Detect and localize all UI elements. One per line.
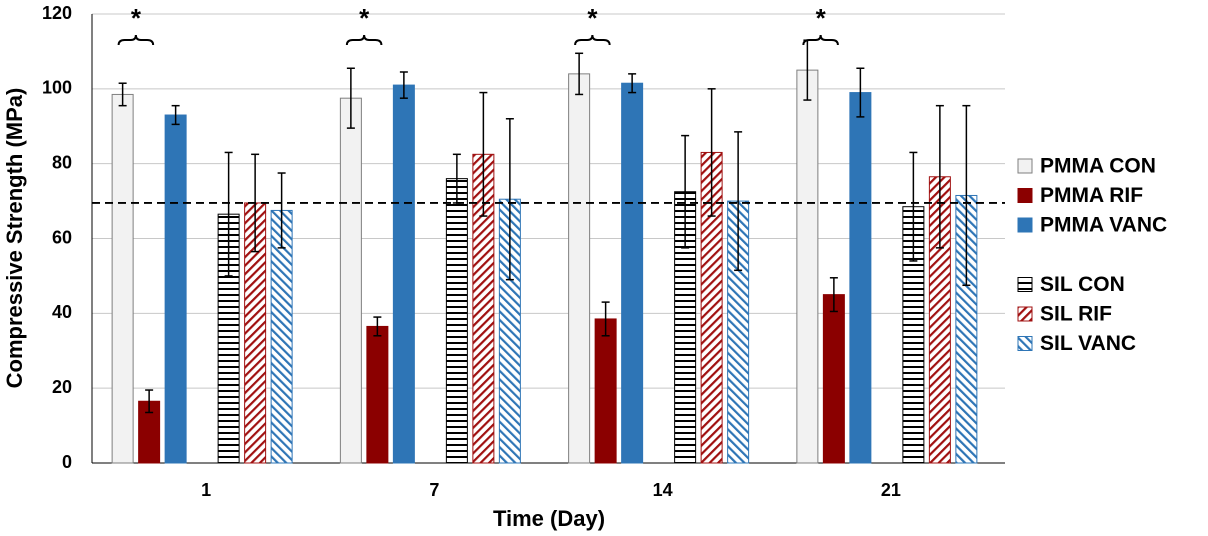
- legend-label: SIL CON: [1040, 273, 1125, 296]
- y-tick-label: 100: [42, 78, 72, 98]
- legend-swatch: [1017, 158, 1033, 174]
- bar: [111, 93, 134, 464]
- bracket: [574, 34, 611, 46]
- error-bar: [479, 91, 488, 217]
- annotation: *: [131, 3, 142, 33]
- error-bar: [277, 172, 286, 249]
- legend-label: PMMA CON: [1040, 155, 1156, 178]
- error-bar: [399, 71, 408, 99]
- legend-label: SIL RIF: [1040, 303, 1112, 326]
- bar: [849, 92, 872, 464]
- bar: [822, 294, 845, 464]
- error-bar: [856, 67, 865, 118]
- legend-swatch: [1017, 306, 1033, 322]
- bracket: [802, 34, 839, 46]
- y-tick-label: 20: [52, 377, 72, 397]
- error-bar: [224, 151, 233, 277]
- x-tick-label: 7: [429, 480, 439, 500]
- x-tick-label: 1: [201, 480, 211, 500]
- y-tick-label: 120: [42, 3, 72, 23]
- error-bar: [171, 104, 180, 126]
- x-tick-label: 21: [881, 480, 901, 500]
- bar: [164, 114, 187, 464]
- legend-swatch: [1017, 336, 1033, 351]
- legend-label: PMMA RIF: [1040, 184, 1143, 207]
- error-bar: [145, 389, 154, 414]
- error-bar: [681, 134, 690, 249]
- x-tick-label: 14: [653, 480, 673, 500]
- y-tick-label: 60: [52, 227, 72, 247]
- x-axis-title: Time (Day): [493, 506, 605, 531]
- annotation: *: [587, 3, 598, 33]
- error-bar: [628, 73, 637, 94]
- legend-swatch: [1017, 217, 1033, 233]
- error-bar: [962, 104, 971, 287]
- error-bar: [829, 277, 838, 313]
- bar: [366, 325, 389, 464]
- error-bar: [118, 82, 127, 107]
- bar: [445, 178, 468, 464]
- y-axis-title: Compressive Strength (MPa): [2, 88, 27, 389]
- bar: [621, 82, 644, 464]
- bar: [594, 318, 617, 464]
- bar: [339, 97, 362, 464]
- y-tick-label: 0: [62, 452, 72, 472]
- error-bar: [346, 67, 355, 129]
- error-bar: [373, 316, 382, 337]
- bracket: [117, 34, 155, 46]
- error-bar: [909, 151, 918, 262]
- bar: [392, 84, 415, 464]
- y-tick-label: 80: [52, 152, 72, 172]
- error-bar: [575, 52, 584, 96]
- y-tick-label: 40: [52, 302, 72, 322]
- bracket: [345, 34, 383, 46]
- error-bar: [707, 88, 716, 217]
- error-bar: [935, 104, 944, 249]
- bar: [568, 73, 591, 464]
- legend-label: SIL VANC: [1040, 332, 1136, 355]
- annotation: *: [816, 3, 827, 33]
- bar: [796, 69, 819, 464]
- legend-swatch: [1017, 188, 1033, 203]
- error-bar: [505, 118, 514, 281]
- legend-label: PMMA VANC: [1040, 214, 1167, 237]
- error-bar: [734, 131, 743, 272]
- annotation: *: [359, 3, 370, 33]
- legend-swatch: [1017, 277, 1033, 292]
- error-bar: [601, 301, 610, 337]
